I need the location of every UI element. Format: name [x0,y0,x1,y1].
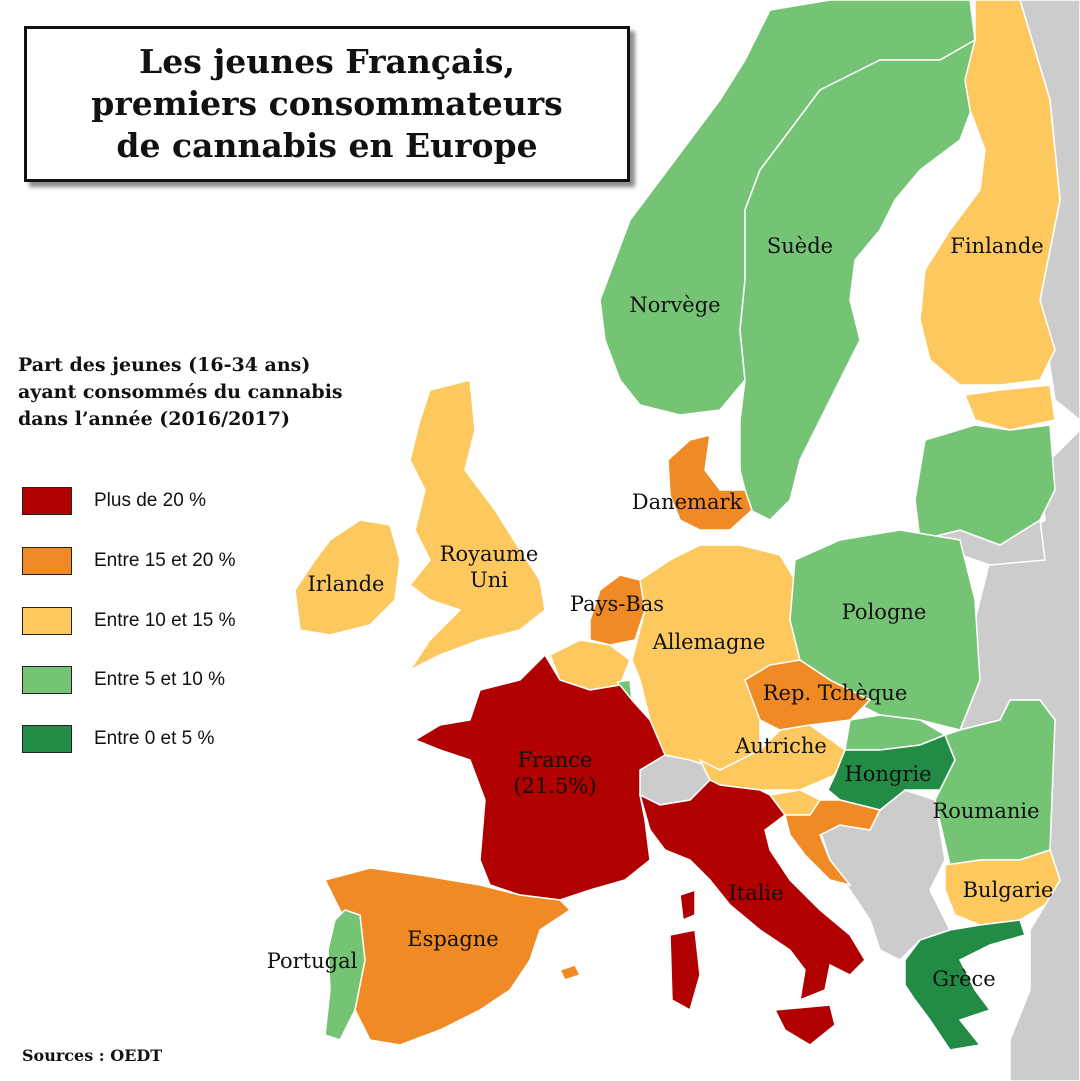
label-autriche: Autriche [735,734,827,758]
label-norvege: Norvège [629,293,721,317]
legend-label: Entre 15 et 20 % [94,550,236,571]
country-estonia [963,384,1056,431]
legend-item-15-20: Entre 15 et 20 % [22,547,236,575]
label-suede: Suède [766,234,834,258]
legend-title-line-3: dans l’année (2016/2017) [18,408,290,430]
legend-item-5-10: Entre 5 et 10 % [22,666,225,694]
label-hongrie: Hongrie [844,762,932,786]
label-allemagne: Allemagne [652,630,766,654]
label-grece: Grèce [932,967,996,991]
country-croatia [784,799,882,887]
label-finlande: Finlande [950,234,1044,258]
country-danemark [667,434,753,531]
country-grece [904,919,1026,1051]
legend-label: Plus de 20 % [94,490,206,511]
country-france [413,653,666,901]
legend-label: Entre 10 et 15 % [94,610,236,631]
country-finlande [919,0,1061,386]
source-note: Sources : OEDT [22,1046,163,1065]
label-france: France (21.5%) [513,748,597,798]
label-espagne: Espagne [407,927,499,951]
legend-title: Part des jeunes (16-34 ans) ayant consom… [18,352,418,433]
legend-swatch [22,487,72,515]
country-portugal [324,909,366,1041]
label-irlande: Irlande [307,572,385,596]
title-line-1: Les jeunes Français, [139,42,515,81]
country-bulgarie [944,849,1061,926]
label-rep-tcheque: Rep. Tchèque [762,681,908,705]
country-suede [739,38,976,521]
title-line-2: premiers consommateurs [91,84,563,123]
label-pologne: Pologne [841,600,927,624]
country-italie [638,779,866,1002]
label-danemark: Danemark [631,490,743,514]
legend-swatch [22,547,72,575]
label-italie: Italie [728,881,784,905]
legend-label: Entre 5 et 10 % [94,669,225,690]
label-portugal: Portugal [266,949,358,973]
legend-item-10-15: Entre 10 et 15 % [22,607,236,635]
label-pays-bas: Pays-Bas [569,592,665,616]
title-line-3: de cannabis en Europe [116,126,538,165]
legend-title-line-2: ayant consommés du cannabis [18,381,343,403]
country-rep-tcheque [744,659,872,731]
legend-title-line-1: Part des jeunes (16-34 ans) [18,354,311,376]
label-royaume-uni: Royaume Uni [439,542,539,592]
legend-swatch [22,607,72,635]
country-italie-sardinia [669,929,701,1012]
label-bulgarie: Bulgarie [962,878,1054,902]
legend-item-0-5: Entre 0 et 5 % [22,725,214,753]
country-baltics [914,424,1056,546]
legend-item-plus-20: Plus de 20 % [22,487,206,515]
title-box: Les jeunes Français, premiers consommate… [24,26,630,182]
country-italie-sicily [773,1004,836,1046]
country-royaume-uni [407,379,546,672]
legend-swatch [22,725,72,753]
legend-label: Entre 0 et 5 % [94,728,215,749]
legend-swatch [22,666,72,694]
country-france-corsica [679,888,696,922]
label-roumanie: Roumanie [932,799,1040,823]
country-irlande [294,519,401,636]
country-espagne-baleares [558,964,582,981]
